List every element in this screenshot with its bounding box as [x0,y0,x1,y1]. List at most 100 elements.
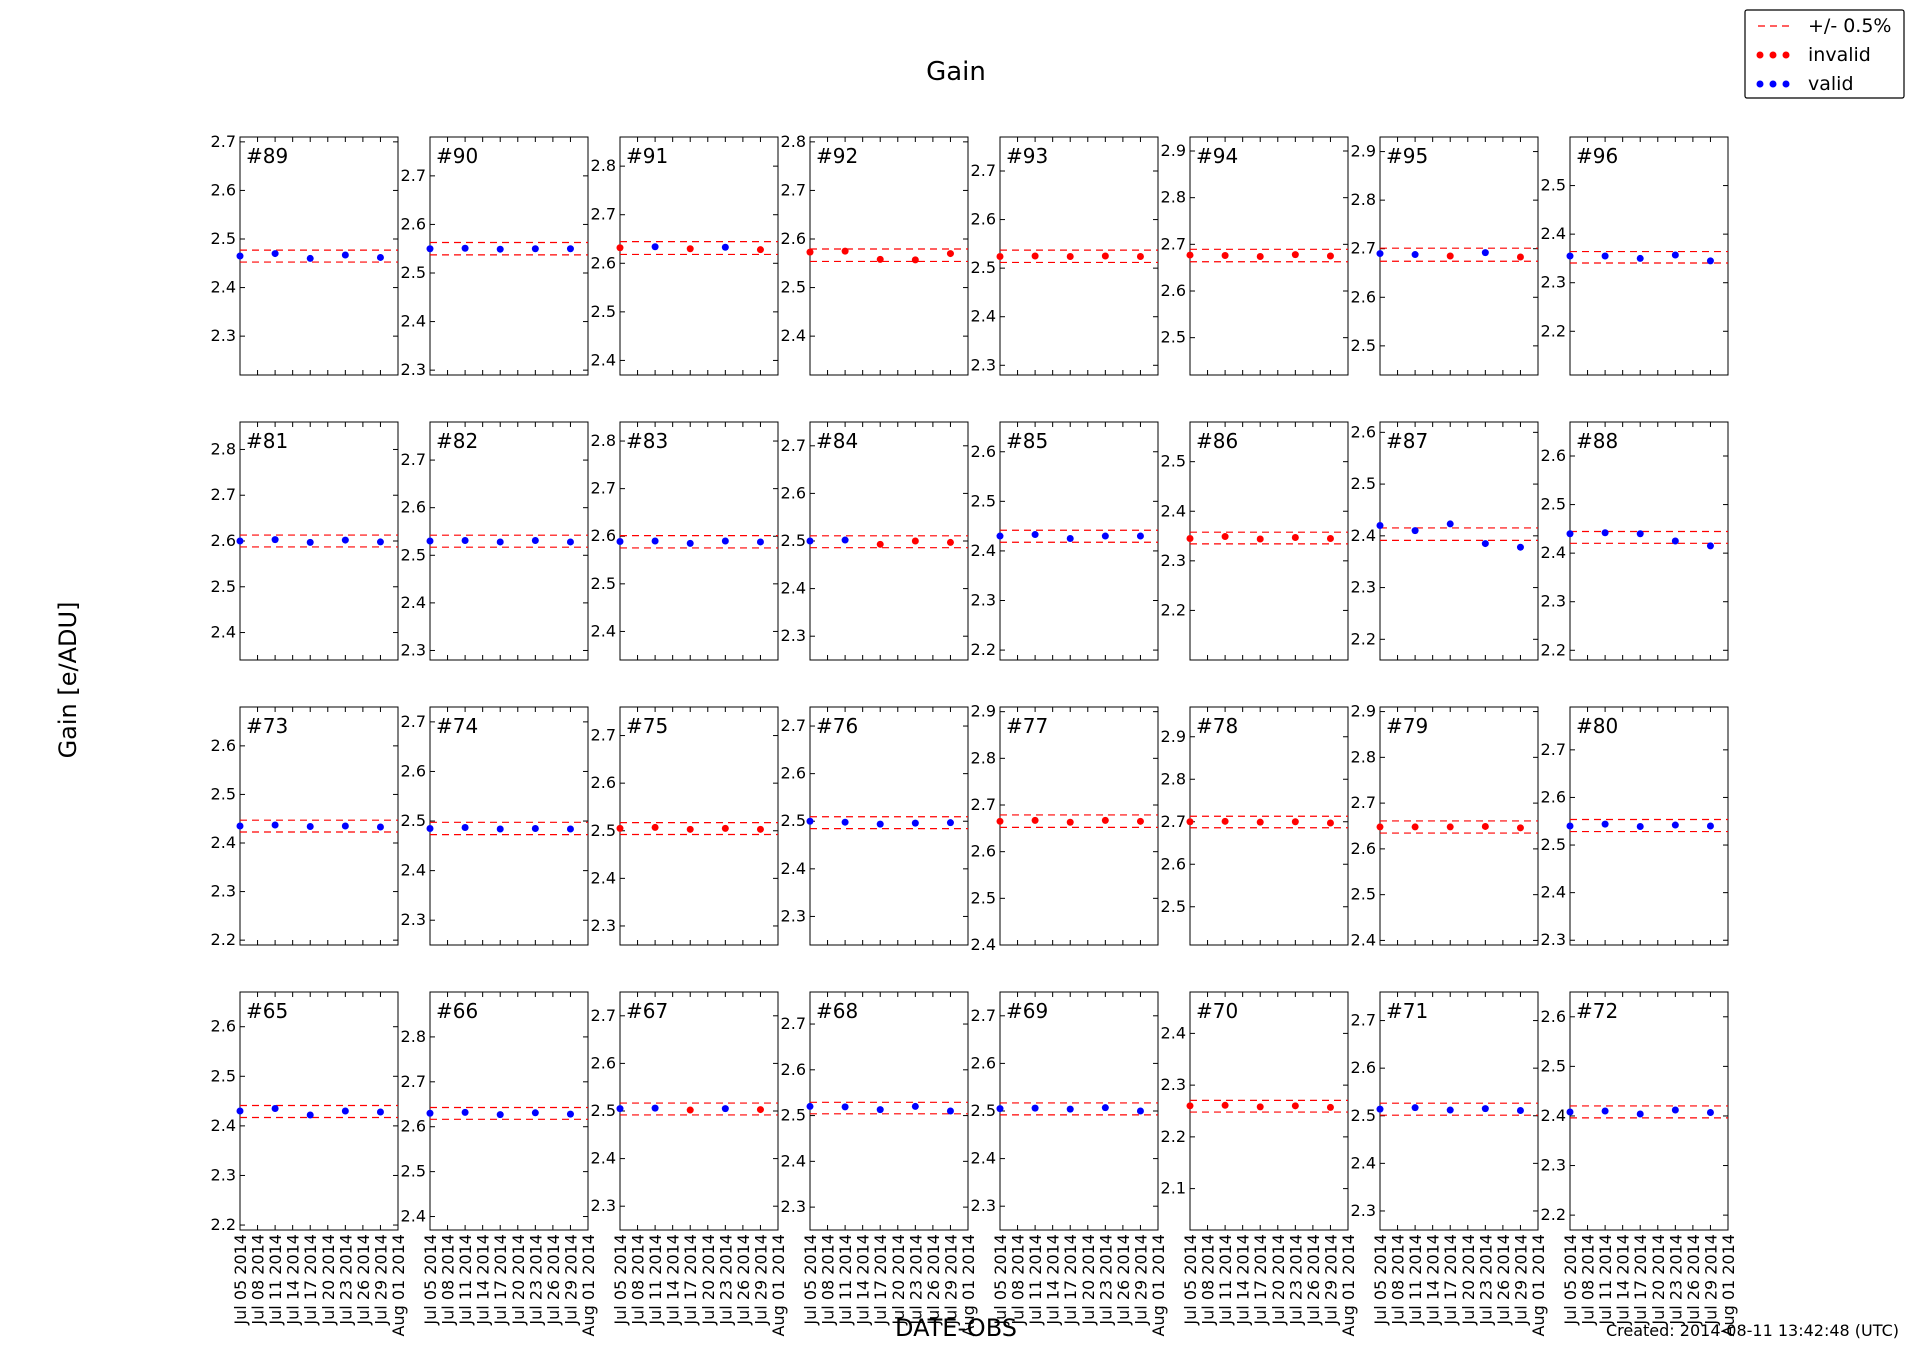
point-valid [1031,1104,1039,1112]
y-tick-label: 2.4 [781,1151,806,1170]
point-invalid [1256,818,1264,826]
panel-frame [1569,136,1729,376]
point-valid [651,1104,659,1112]
x-tick-label: Jul 14 2014 [284,1234,303,1326]
point-valid [496,538,504,546]
x-tick-label: Jul 05 2014 [1181,1234,1200,1326]
point-invalid [756,1106,764,1114]
y-tick-label: 2.5 [971,1101,996,1120]
y-tick-label: 2.3 [401,360,426,379]
y-tick-label: 2.6 [401,498,426,517]
point-invalid [1446,252,1454,260]
y-tick-label: 2.4 [1351,1153,1376,1172]
point-valid [236,1107,244,1115]
x-tick-label: Aug 01 2014 [1719,1234,1738,1337]
panel-label: #83 [626,429,668,453]
panel-label: #86 [1196,429,1238,453]
y-tick-label: 2.2 [1541,640,1566,659]
panel-frame [809,421,969,661]
y-tick-label: 2.6 [211,531,236,550]
y-tick-label: 2.6 [211,180,236,199]
x-tick-label: Jul 26 2014 [734,1234,753,1326]
y-tick-label: 2.7 [1541,740,1566,759]
x-tick-label: Jul 14 2014 [664,1234,683,1326]
panel-frame [1569,706,1729,946]
point-invalid [721,824,729,832]
point-valid [1566,822,1574,830]
panel-frame [429,991,589,1231]
y-tick-label: 2.5 [1161,897,1186,916]
y-tick-label: 2.7 [971,161,996,180]
y-tick-label: 2.5 [591,1101,616,1120]
x-tick-label: Jul 11 2014 [646,1234,665,1326]
point-valid [341,1107,349,1115]
panel-label: #72 [1576,999,1618,1023]
point-invalid [651,823,659,831]
point-valid [426,537,434,545]
panel-frame [809,991,969,1231]
point-valid [1101,532,1109,540]
point-valid [341,822,349,830]
y-tick-label: 2.5 [781,1106,806,1125]
point-invalid [996,817,1004,825]
x-tick-label: Jul 23 2014 [716,1234,735,1326]
point-invalid [1326,1103,1334,1111]
point-valid [1601,1107,1609,1115]
point-valid [616,537,624,545]
panel-label: #73 [246,714,288,738]
point-valid [946,819,954,827]
panel-label: #87 [1386,429,1428,453]
point-valid [566,1110,574,1118]
y-tick-label: 2.5 [591,302,616,321]
point-invalid [1256,535,1264,543]
point-invalid [1221,533,1229,541]
y-tick-label: 2.3 [1541,592,1566,611]
x-tick-label: Jul 14 2014 [474,1234,493,1326]
y-tick-label: 2.7 [401,1072,426,1091]
panel-frame [239,706,399,946]
y-tick-label: 2.7 [1351,793,1376,812]
point-invalid [616,244,624,252]
point-invalid [911,537,919,545]
y-tick-label: 2.5 [591,574,616,593]
panel-label: #94 [1196,144,1238,168]
legend-invalid-dot-2 [1769,51,1777,59]
point-valid [1636,254,1644,262]
point-valid [651,537,659,545]
panel-label: #90 [436,144,478,168]
legend-valid-dot-1 [1756,80,1764,88]
y-tick-label: 2.7 [781,180,806,199]
panel-label: #75 [626,714,668,738]
y-tick-label: 2.6 [1161,281,1186,300]
x-tick-label: Jul 05 2014 [801,1234,820,1326]
legend-valid-dot-3 [1782,80,1790,88]
y-tick-label: 2.7 [211,132,236,151]
x-tick-label: Jul 20 2014 [1269,1234,1288,1326]
x-tick-label: Jul 05 2014 [611,1234,630,1326]
y-tick-label: 2.9 [1161,141,1186,160]
point-invalid [806,248,814,256]
panel-label: #96 [1576,144,1618,168]
panel-frame [1569,421,1729,661]
point-invalid [1516,824,1524,832]
point-valid [1706,1108,1714,1116]
y-tick-label: 2.6 [591,253,616,272]
x-tick-label: Jul 20 2014 [1459,1234,1478,1326]
x-tick-label: Aug 01 2014 [1339,1234,1358,1337]
y-tick-label: 2.5 [971,888,996,907]
point-valid [1601,820,1609,828]
point-invalid [946,250,954,258]
x-tick-label: Jul 26 2014 [1114,1234,1133,1326]
point-invalid [1136,252,1144,260]
point-invalid [1326,535,1334,543]
point-invalid [1376,823,1384,831]
x-tick-label: Jul 08 2014 [629,1234,648,1326]
point-valid [496,245,504,253]
x-tick-label: Jul 29 2014 [941,1234,960,1326]
point-valid [426,824,434,832]
y-tick-label: 2.7 [971,795,996,814]
y-tick-label: 2.7 [1351,1011,1376,1030]
y-tick-label: 2.6 [1541,1007,1566,1026]
x-tick-label: Jul 08 2014 [1009,1234,1028,1326]
x-tick-label: Jul 14 2014 [1424,1234,1443,1326]
